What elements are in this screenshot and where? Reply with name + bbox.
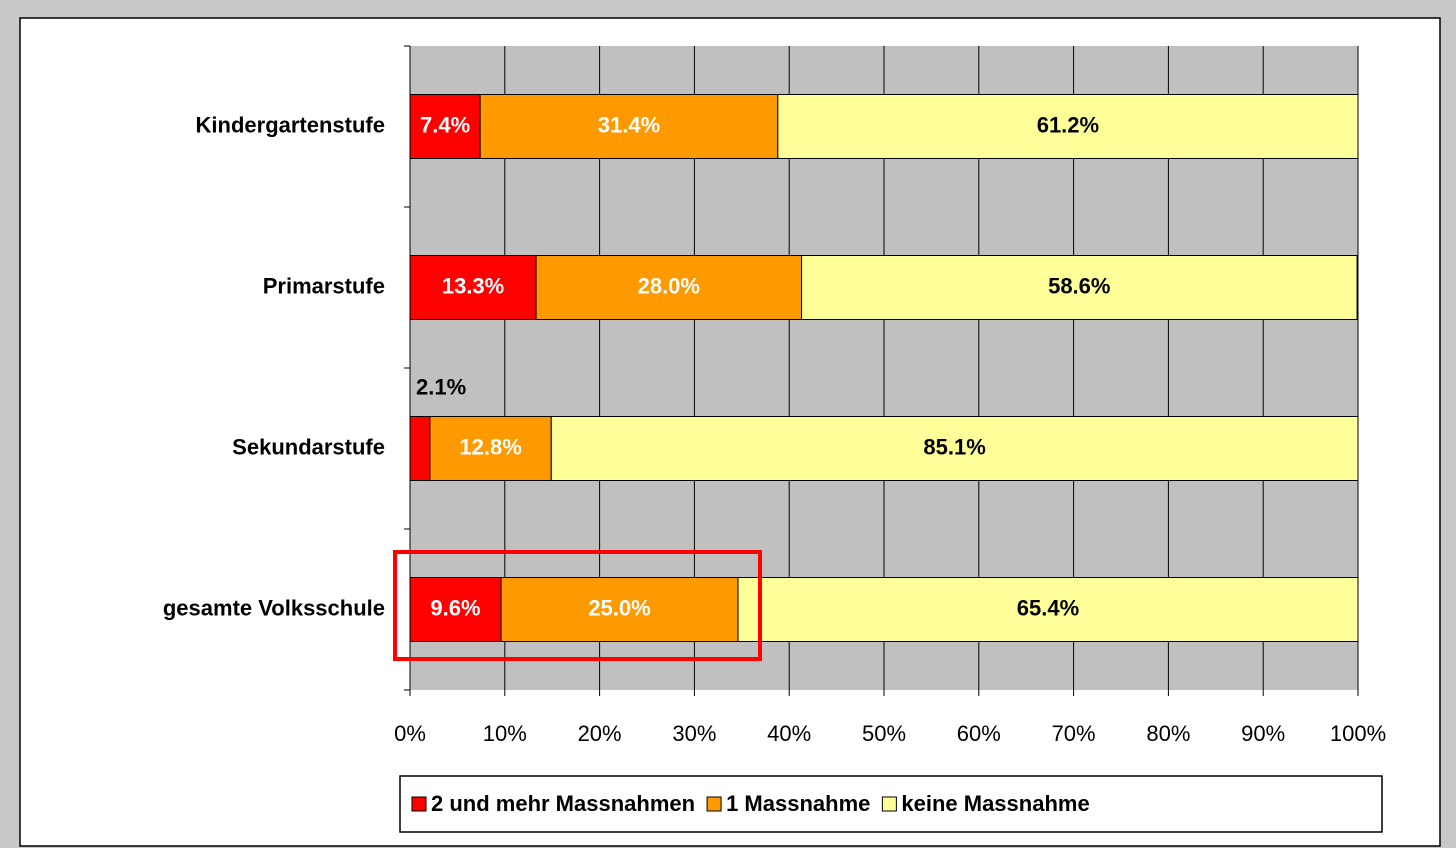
bars: Kindergartenstufe 7.4% 31.4% 61.2% Primarstu… — [163, 94, 1359, 642]
x-tick-label: 0% — [394, 721, 426, 746]
x-tick-label: 100% — [1330, 721, 1386, 746]
value-label: 31.4% — [598, 112, 660, 137]
value-label: 61.2% — [1037, 112, 1099, 137]
x-tick-label: 80% — [1146, 721, 1190, 746]
value-label: 25.0% — [588, 595, 650, 620]
highlight-box — [393, 550, 762, 661]
legend-label: keine Massnahme — [901, 791, 1089, 816]
legend-entries: 2 und mehr Massnahmen 1 Massnahme keine Ma… — [411, 791, 1090, 816]
legend-swatch — [411, 796, 427, 812]
x-tick-label: 60% — [957, 721, 1001, 746]
bar-segment — [801, 255, 1358, 320]
bar-segment — [479, 94, 779, 159]
bar-segment — [737, 577, 1359, 642]
bar-segment — [500, 577, 739, 642]
value-label: 65.4% — [1017, 595, 1079, 620]
bar-segment — [550, 416, 1359, 481]
bar-segment — [777, 94, 1359, 159]
value-label: 7.4% — [420, 112, 470, 137]
category-label: Kindergartenstufe — [196, 112, 385, 137]
value-label: 58.6% — [1048, 273, 1110, 298]
legend-label: 1 Massnahme — [726, 791, 870, 816]
value-label: 9.6% — [430, 595, 480, 620]
value-label: 12.8% — [459, 434, 521, 459]
category-label: Sekundarstufe — [232, 434, 385, 459]
value-label: 85.1% — [923, 434, 985, 459]
value-label: 13.3% — [442, 273, 504, 298]
legend-swatch — [706, 796, 722, 812]
bar-segment — [429, 416, 552, 481]
category-label: Primarstufe — [263, 273, 385, 298]
x-tick-label: 50% — [862, 721, 906, 746]
x-tick-label: 70% — [1052, 721, 1096, 746]
category-label: gesamte Volksschule — [163, 595, 385, 620]
x-tick-label: 90% — [1241, 721, 1285, 746]
bar-segment — [409, 416, 431, 481]
x-tick-label: 40% — [767, 721, 811, 746]
bar-segment — [535, 255, 803, 320]
x-tick-label: 10% — [483, 721, 527, 746]
legend-label: 2 und mehr Massnahmen — [431, 791, 695, 816]
x-tick-label: 20% — [578, 721, 622, 746]
legend-swatch — [881, 796, 897, 812]
value-label: 28.0% — [638, 273, 700, 298]
bar-segment — [409, 255, 537, 320]
value-label: 2.1% — [416, 374, 466, 399]
x-tick-label: 30% — [672, 721, 716, 746]
bar-segment — [409, 94, 481, 159]
